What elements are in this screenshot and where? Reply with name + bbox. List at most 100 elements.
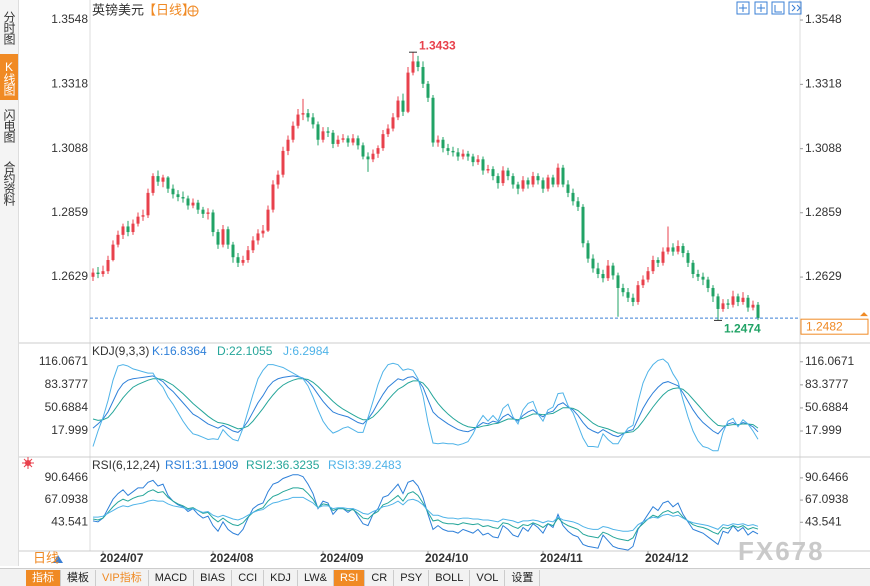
candle-body	[431, 97, 435, 143]
sidebar-tab[interactable]: 合约资料	[2, 161, 16, 205]
toolbar-item[interactable]: RSI	[333, 569, 366, 586]
candle-body	[636, 285, 640, 302]
x-tick-label: 2024/08	[210, 551, 254, 565]
chart: 英镑美元 【日线】 日线 1.2629 1.2629 1.2859 1.2859 1.3…	[0, 0, 870, 568]
candle-body	[576, 201, 580, 207]
candle-body	[711, 287, 715, 297]
legend-item: D:22.1055	[217, 344, 273, 358]
legend-item: RSI2:36.3235	[246, 458, 320, 472]
y-tick-label: 67.0938	[45, 492, 89, 506]
toolbar-item[interactable]: CCI	[232, 569, 265, 586]
period-arrow[interactable]	[53, 555, 63, 563]
candle-body	[396, 100, 400, 118]
candle-body	[466, 153, 470, 157]
candle-body	[311, 117, 315, 125]
candle-body	[351, 138, 355, 143]
toolbar-item[interactable]: VOL	[470, 569, 506, 586]
background	[0, 0, 870, 568]
candle-body	[246, 250, 250, 261]
y-tick-label: 1.2629	[51, 269, 88, 283]
toolbar: 指标 模板 VIP指标 MACD BIAS CCI KDJ LW& RSI CR PSY BOLL VO…	[0, 568, 870, 586]
x-tick-label: 2024/10	[425, 551, 469, 565]
candle-body	[706, 279, 710, 288]
y-tick-label: 67.0938	[805, 492, 849, 506]
y-tick-label: 116.0671	[39, 354, 88, 368]
y-tick-label: 90.6466	[45, 470, 89, 484]
sidebar-tab[interactable]: 分时图	[2, 10, 16, 44]
candle-body	[371, 153, 375, 160]
candle-body	[106, 260, 110, 272]
candle-body	[361, 145, 365, 157]
toolbar-item[interactable]: CR	[365, 569, 395, 586]
candle-body	[356, 138, 360, 146]
candle-body	[316, 124, 320, 140]
toolbar-item[interactable]: VIP指标	[96, 569, 149, 586]
candle-body	[291, 125, 295, 140]
candle-body	[651, 260, 655, 272]
candle-body	[211, 212, 215, 233]
candle-body	[241, 260, 245, 263]
candle-body	[686, 253, 690, 263]
candle-body	[116, 234, 120, 245]
candle-body	[456, 152, 460, 157]
candle-body	[656, 260, 660, 263]
rsi-icon	[22, 457, 34, 469]
candle-body	[556, 167, 560, 185]
y-tick-label: 50.6884	[45, 400, 89, 414]
candle-body	[481, 159, 485, 171]
candle-body	[326, 131, 330, 133]
add-icon[interactable]	[187, 5, 199, 17]
candle-body	[166, 177, 170, 189]
candle-body	[386, 128, 390, 135]
candle-body	[756, 304, 760, 319]
candle-body	[146, 192, 150, 216]
candle-body	[696, 273, 700, 277]
sidebar-tab[interactable]: 闪电图	[2, 108, 16, 142]
y-tick-label: 1.3088	[805, 141, 842, 155]
x-tick-label: 2024/11	[540, 551, 583, 565]
candle-body	[281, 150, 285, 175]
period-label[interactable]: 日线	[33, 550, 59, 565]
candle-body	[746, 297, 750, 308]
toolbar-item[interactable]: 模板	[61, 569, 96, 586]
indicator-title: RSI(6,12,24)	[92, 458, 160, 472]
candle-body	[191, 202, 195, 206]
candle-body	[676, 246, 680, 252]
toolbar-item[interactable]: MACD	[149, 569, 195, 586]
candle-body	[561, 167, 565, 185]
toolbar-item[interactable]: BIAS	[194, 569, 233, 586]
toolbar-item[interactable]: KDJ	[264, 569, 298, 586]
sidebar-tab[interactable]: K线图	[0, 54, 18, 100]
candle-body	[306, 113, 310, 118]
last-price-box	[800, 318, 869, 335]
candle-body	[516, 184, 520, 189]
candle-body	[626, 292, 630, 298]
toolbar-item[interactable]: LW&	[298, 569, 334, 586]
candle-body	[161, 177, 165, 182]
candle-body	[121, 226, 125, 235]
candle-body	[421, 67, 425, 84]
x-tick-label: 2024/07	[100, 551, 144, 565]
candle-body	[216, 232, 220, 245]
candle-body	[176, 194, 180, 198]
toolbar-item[interactable]: 设置	[505, 569, 541, 586]
candle-body	[486, 169, 490, 171]
candle-body	[401, 100, 405, 112]
candle-body	[491, 169, 495, 177]
toolbar-item[interactable]: BOLL	[429, 569, 471, 586]
last-price-arrow	[860, 312, 868, 317]
toolbar-item[interactable]: PSY	[394, 569, 430, 586]
toolbar-icons[interactable]	[736, 1, 802, 15]
toolbar-item[interactable]: 指标	[26, 569, 61, 586]
candle-body	[671, 247, 675, 252]
candle-body	[721, 303, 725, 309]
candle-body	[716, 296, 720, 309]
candle-body	[446, 148, 450, 151]
candle-body	[221, 229, 225, 245]
candle-body	[336, 139, 340, 144]
candle-body	[496, 176, 500, 184]
candle-body	[301, 113, 305, 115]
candle-body	[476, 159, 480, 163]
candle-body	[551, 177, 555, 185]
